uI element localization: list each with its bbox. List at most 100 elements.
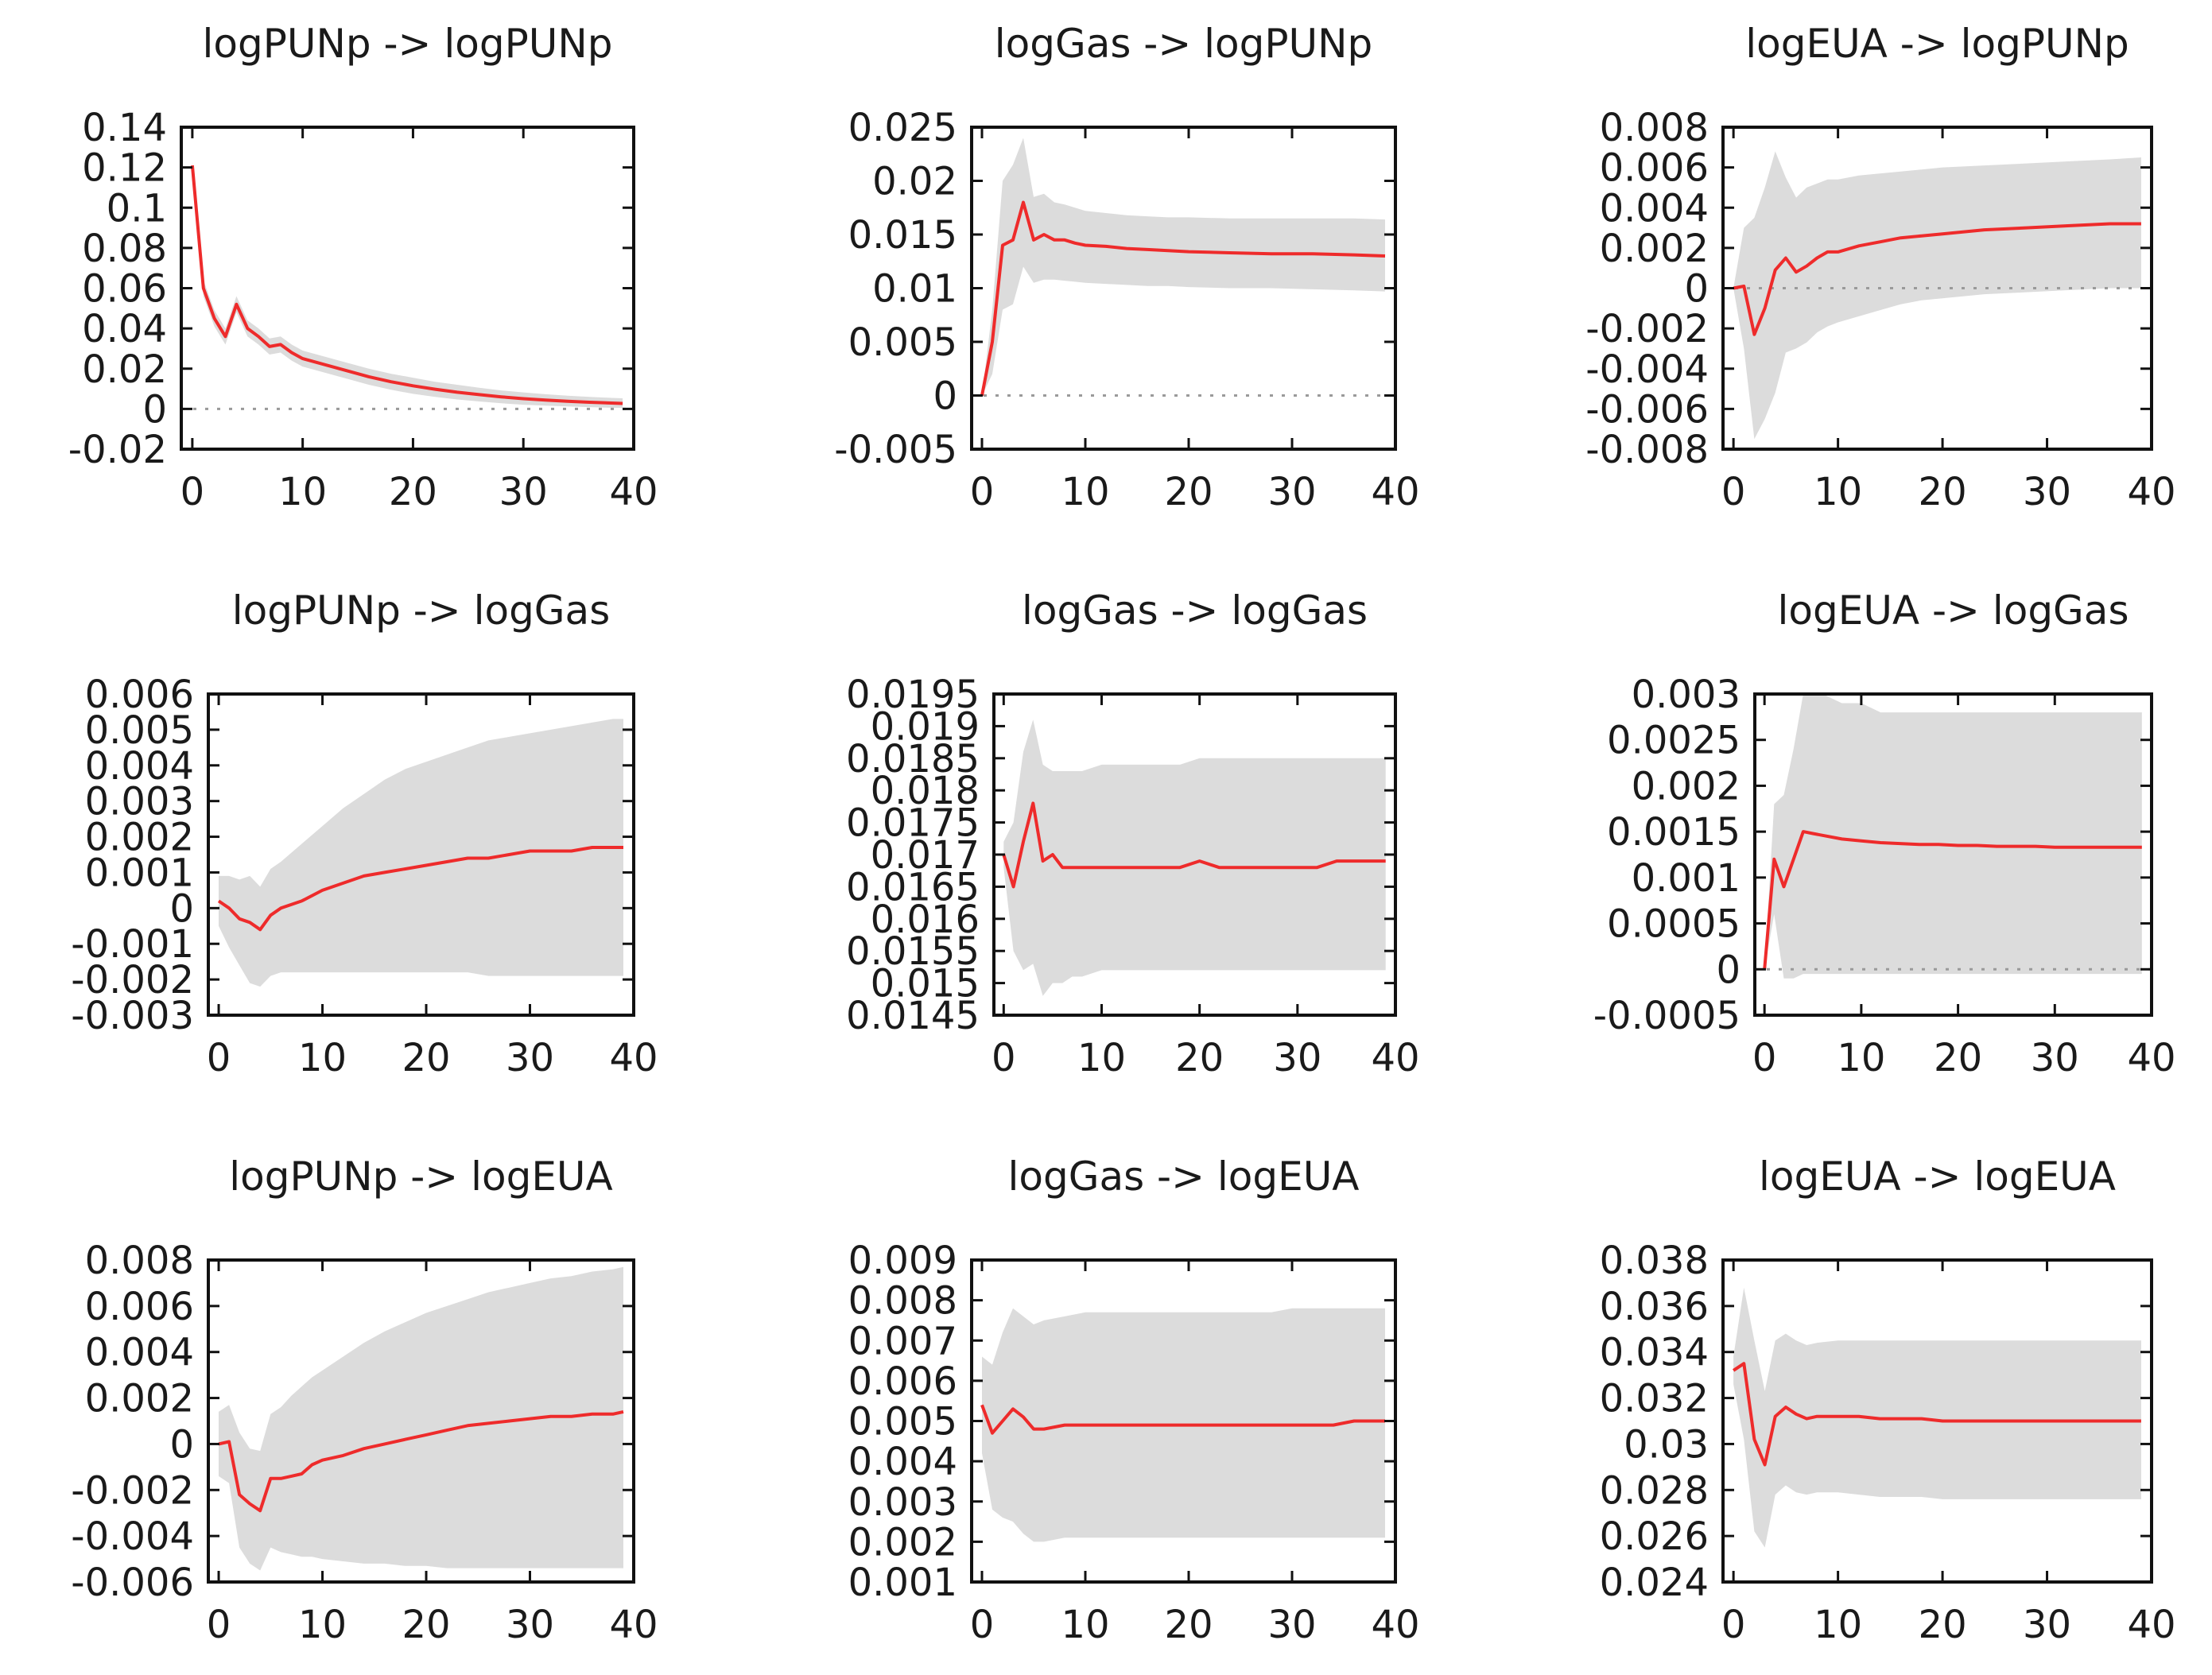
y-tick-label: 0.003 (848, 1480, 957, 1525)
x-tick-label: 30 (1267, 470, 1316, 514)
y-tick-label: 0.08 (82, 227, 167, 271)
y-tick-label: 0.006 (85, 1285, 194, 1329)
y-tick-label: 0.015 (871, 962, 980, 1006)
y-tick-label: 0.001 (85, 851, 194, 895)
y-tick-label: 0.004 (848, 1440, 957, 1484)
x-tick-label: 40 (1371, 1603, 1419, 1647)
confidence-band (982, 138, 1385, 396)
y-tick-label: 0.028 (1600, 1468, 1709, 1513)
x-tick-label: 10 (1061, 470, 1109, 514)
y-tick-label: 0.034 (1600, 1331, 1709, 1375)
x-tick-label: 10 (1061, 1603, 1109, 1647)
y-tick-label: -0.002 (71, 958, 194, 1002)
y-tick-label: 0.002 (848, 1520, 957, 1564)
x-tick-label: 10 (298, 1603, 347, 1647)
y-tick-label: 0.004 (1600, 186, 1709, 231)
confidence-band (219, 719, 623, 987)
y-tick-label: 0.015 (848, 213, 957, 258)
panel-title: logEUA -> logEUA (1759, 1154, 2116, 1200)
panel-title: logGas -> logPUNp (995, 21, 1373, 67)
y-tick-label: -0.008 (1585, 428, 1709, 472)
y-tick-label: 0.004 (85, 744, 194, 789)
y-tick-label: 0.002 (85, 816, 194, 860)
y-tick-label: 0.0015 (1607, 810, 1740, 855)
panel-title: logGas -> logGas (1022, 587, 1368, 634)
y-tick-label: 0 (1716, 948, 1740, 992)
x-tick-label: 30 (499, 470, 548, 514)
confidence-band (1733, 151, 2141, 440)
response-line (980, 1404, 1385, 1435)
x-tick-label: 20 (1164, 1603, 1213, 1647)
y-tick-label: 0.004 (85, 1331, 194, 1375)
confidence-band (219, 1266, 623, 1571)
x-tick-label: 30 (2023, 1603, 2071, 1647)
y-tick-label: 0.04 (82, 307, 167, 351)
x-tick-label: 0 (970, 470, 995, 514)
y-tick-label: -0.004 (1585, 347, 1709, 392)
y-tick-label: 0.009 (848, 1239, 957, 1283)
y-tick-label: -0.02 (68, 428, 167, 472)
panel-7: logPUNp -> logEUA-0.006-0.004-0.00200.00… (71, 1154, 658, 1647)
panel-title: logEUA -> logPUNp (1745, 21, 2129, 67)
response-line (980, 200, 1386, 396)
x-tick-label: 0 (1721, 470, 1746, 514)
y-tick-label: 0.005 (85, 708, 194, 753)
x-tick-label: 10 (1077, 1036, 1126, 1080)
panel-3: logEUA -> logPUNp -0.008-0.006-0.004-0.00… (1585, 21, 2175, 514)
y-tick-label: 0.018 (871, 769, 980, 813)
x-tick-label: 30 (506, 1036, 554, 1080)
y-tick-label: 0.002 (1632, 764, 1740, 808)
y-tick-label: 0.12 (82, 146, 167, 191)
x-tick-label: 0 (1752, 1036, 1777, 1080)
confidence-band (192, 161, 623, 409)
x-tick-label: 40 (2127, 1603, 2175, 1647)
x-tick-label: 10 (1837, 1036, 1885, 1080)
panel-title: logPUNp -> logGas (232, 587, 611, 634)
response-line (190, 165, 623, 405)
y-tick-label: 0.003 (1632, 673, 1740, 717)
x-tick-label: 20 (1919, 470, 1967, 514)
x-tick-label: 0 (180, 470, 205, 514)
y-tick-label: 0.006 (1600, 146, 1709, 191)
x-tick-label: 10 (1814, 1603, 1862, 1647)
y-tick-label: 0.017 (871, 833, 980, 878)
x-tick-label: 0 (1721, 1603, 1746, 1647)
x-tick-label: 10 (298, 1036, 347, 1080)
y-tick-label: 0.003 (85, 780, 194, 824)
y-tick-label: 0.005 (848, 320, 957, 365)
x-tick-label: 20 (1164, 470, 1213, 514)
y-tick-label: 0.025 (848, 106, 957, 150)
y-tick-label: 0.1 (107, 186, 167, 231)
y-tick-label: 0 (1684, 267, 1709, 312)
y-tick-label: -0.004 (71, 1514, 194, 1559)
y-tick-label: -0.005 (834, 428, 957, 472)
y-tick-label: 0.0195 (846, 673, 980, 717)
x-tick-label: 40 (609, 1603, 658, 1647)
panel-title: logPUNp -> logPUNp (203, 21, 613, 67)
plot-frame (207, 692, 635, 1017)
y-tick-label: 0.002 (85, 1377, 194, 1421)
y-tick-label: 0.06 (82, 267, 167, 312)
y-tick-label: 0.0025 (1607, 719, 1740, 763)
y-tick-label: 0.008 (85, 1239, 194, 1283)
y-tick-label: -0.006 (71, 1561, 194, 1605)
y-tick-label: 0.0155 (846, 929, 980, 974)
x-tick-label: 30 (2023, 470, 2071, 514)
y-tick-label: 0.0005 (1607, 902, 1740, 947)
y-tick-label: -0.0005 (1593, 994, 1740, 1038)
y-tick-label: 0 (142, 387, 167, 432)
confidence-band (1733, 1287, 2141, 1548)
panel-2: logGas -> logPUNp -0.005 0 0.005 0.01 0.015 0.… (834, 21, 1419, 514)
x-tick-label: 20 (402, 1603, 450, 1647)
x-tick-label: 30 (1273, 1036, 1321, 1080)
y-tick-label: 0 (169, 1422, 194, 1467)
y-tick-label: 0.026 (1600, 1514, 1709, 1559)
confidence-band (1764, 694, 2142, 979)
y-tick-label: 0.036 (1600, 1285, 1709, 1329)
y-tick-label: -0.003 (71, 994, 194, 1038)
panel-9: logEUA -> logEUA 0.0240.0260.0280.030.032… (1600, 1154, 2176, 1647)
y-tick-label: 0 (933, 374, 957, 419)
y-tick-label: 0.032 (1600, 1377, 1709, 1421)
y-tick-label: 0.02 (872, 160, 957, 204)
plot-frame (207, 1258, 635, 1584)
